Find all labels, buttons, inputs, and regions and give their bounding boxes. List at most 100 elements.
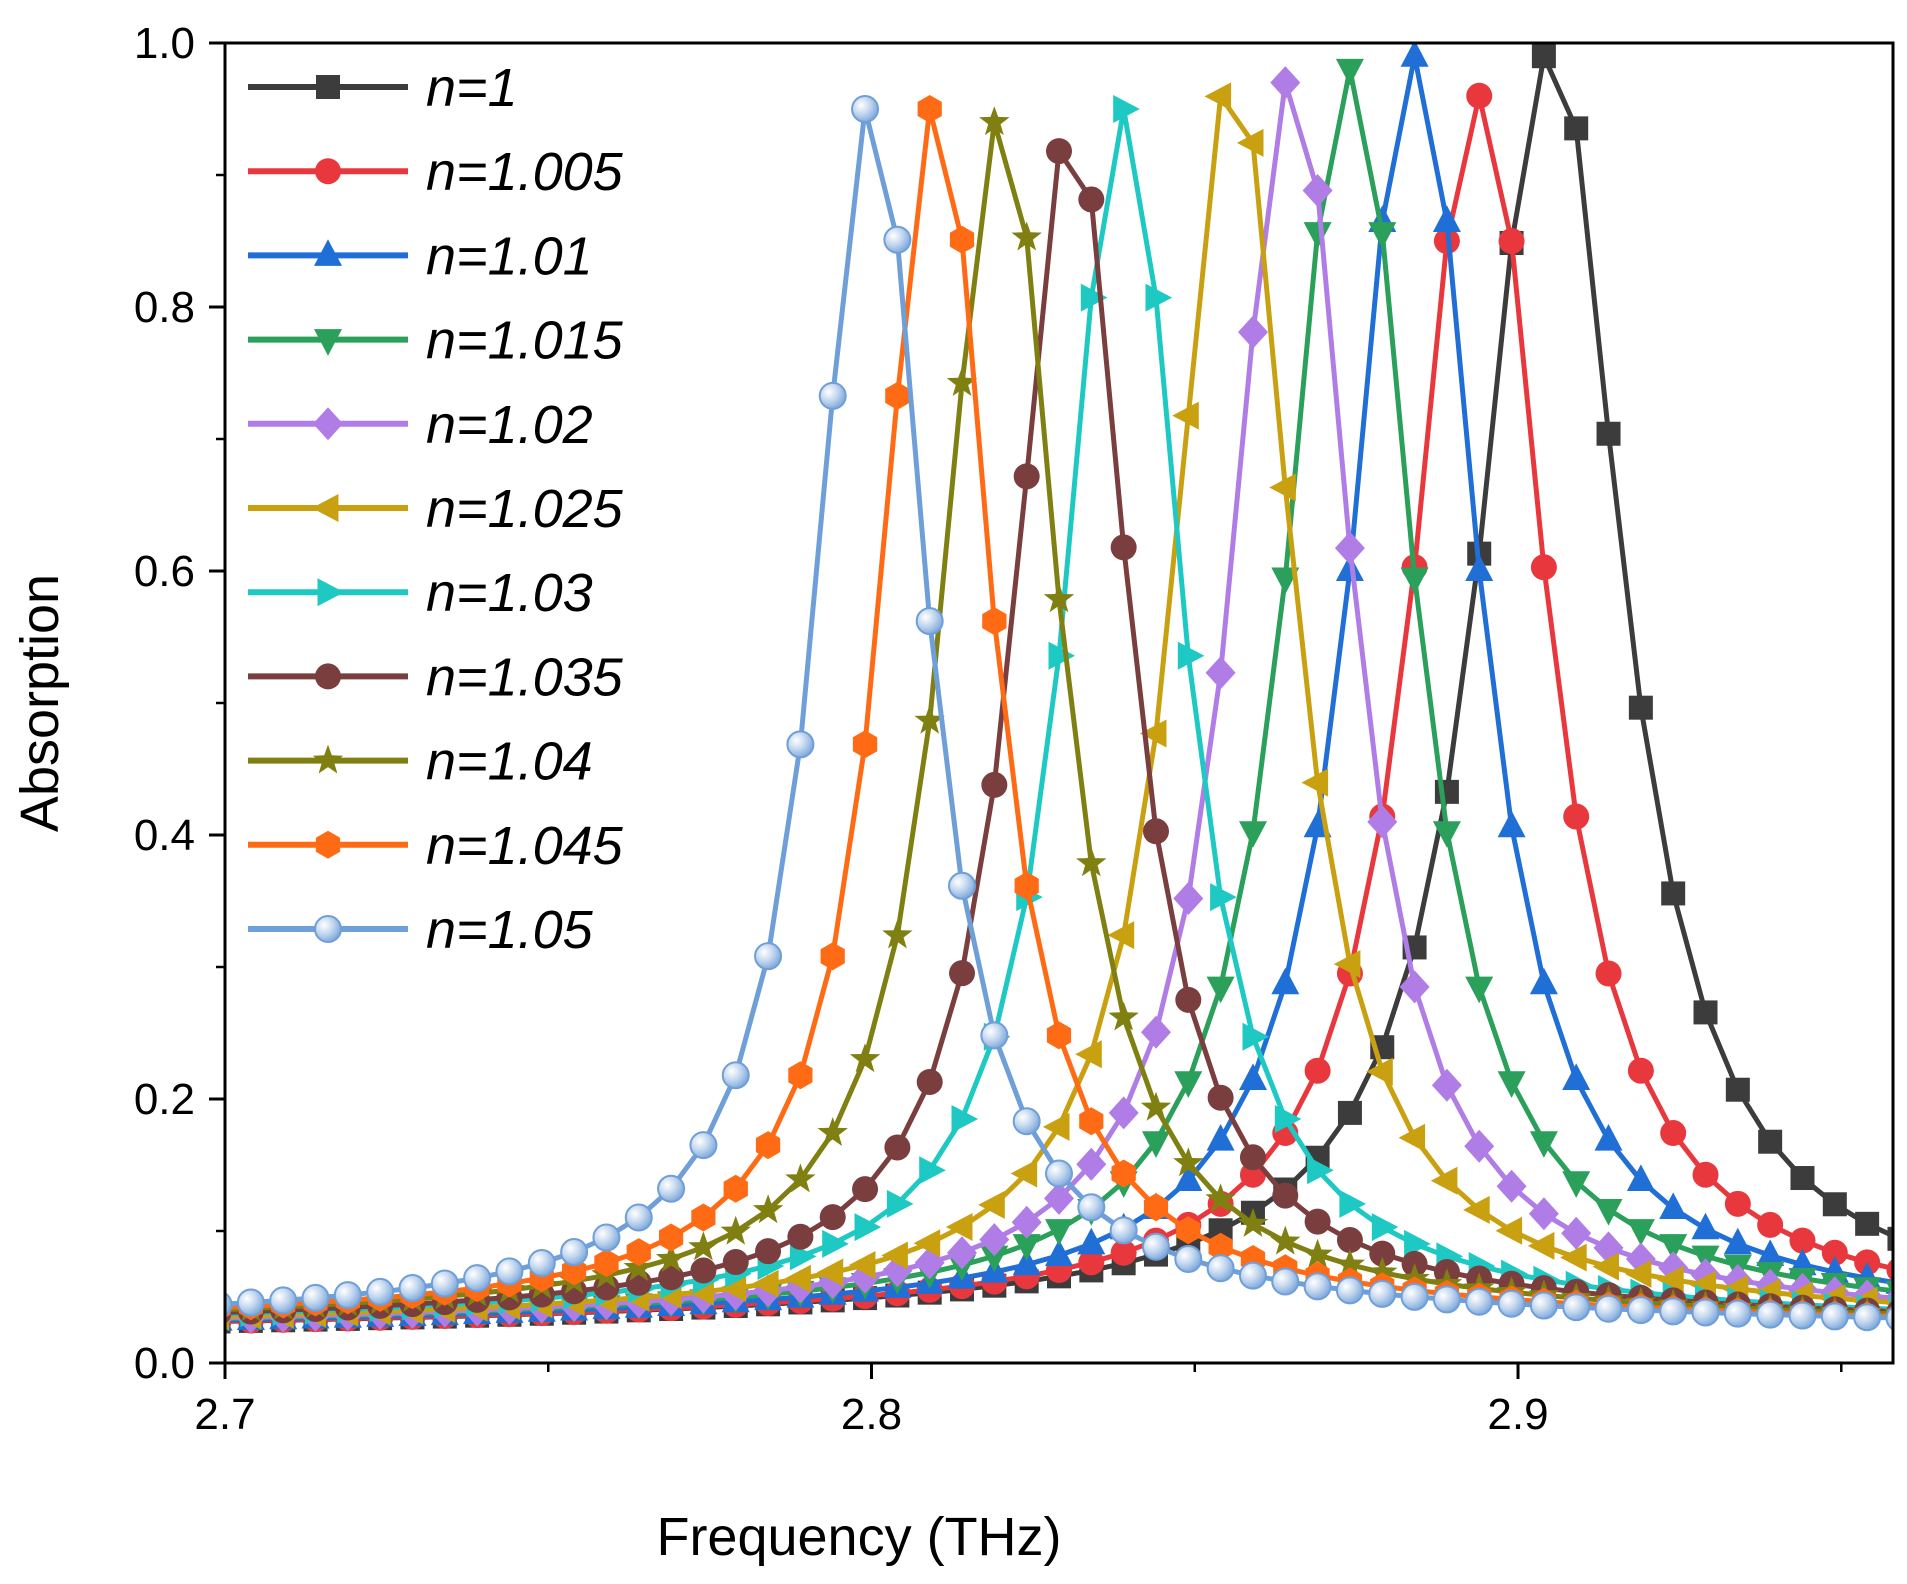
- data-point: [225, 1292, 233, 1317]
- data-point: [1822, 1192, 1847, 1217]
- legend-marker: [314, 915, 342, 943]
- data-point: [333, 1281, 362, 1310]
- data-point: [1307, 1156, 1334, 1185]
- data-point: [851, 95, 880, 123]
- data-point: [1142, 1131, 1170, 1158]
- data-point: [1659, 1234, 1688, 1261]
- data-point: [1046, 1021, 1072, 1050]
- data-point: [1626, 1164, 1655, 1191]
- data-point: [1077, 1227, 1106, 1255]
- data-point: [1205, 656, 1236, 690]
- data-point: [1046, 138, 1072, 165]
- data-point: [1048, 641, 1076, 670]
- y-tick-label: 0.2: [134, 1075, 195, 1124]
- data-point: [691, 1203, 716, 1232]
- data-point: [1367, 805, 1398, 839]
- data-point: [1010, 1159, 1038, 1188]
- legend-label: n=1.005: [426, 142, 624, 202]
- data-point: [917, 95, 942, 123]
- data-point: [1076, 1147, 1107, 1181]
- data-point: [1110, 1239, 1137, 1266]
- data-point: [1594, 1294, 1623, 1323]
- y-tick-label: 0.4: [134, 811, 195, 860]
- data-point: [1592, 1252, 1619, 1281]
- data-point: [560, 1238, 589, 1267]
- data-point: [1303, 222, 1332, 249]
- data-point: [1237, 1208, 1269, 1237]
- x-tick-label: 2.8: [841, 1390, 902, 1439]
- data-point: [1043, 583, 1075, 613]
- data-point: [1756, 1300, 1785, 1329]
- data-point: [1304, 1057, 1331, 1084]
- data-point: [1337, 1100, 1362, 1125]
- data-point: [1145, 283, 1173, 312]
- legend-marker: [313, 407, 343, 441]
- data-point: [655, 1243, 687, 1272]
- data-point: [1302, 1238, 1333, 1268]
- data-point: [1659, 1192, 1688, 1219]
- legend-entry: n=1.02: [248, 395, 593, 455]
- data-point: [1531, 44, 1556, 69]
- data-point: [852, 1176, 879, 1203]
- data-point: [659, 1223, 684, 1252]
- data-point: [1042, 1112, 1070, 1141]
- data-point: [1595, 960, 1622, 987]
- data-series-layer: [225, 43, 1893, 1335]
- data-point: [1691, 1298, 1720, 1327]
- data-point: [1173, 882, 1204, 915]
- data-point: [463, 1264, 492, 1293]
- data-point: [1045, 1159, 1073, 1188]
- data-point: [1304, 1208, 1331, 1235]
- data-point: [884, 1134, 911, 1161]
- data-point: [1177, 641, 1205, 670]
- data-point: [1336, 1227, 1363, 1254]
- data-point: [981, 771, 1008, 798]
- data-point: [1659, 1297, 1688, 1326]
- data-point: [1691, 1212, 1720, 1240]
- legend-label: n=1: [426, 58, 518, 118]
- data-point: [1660, 1120, 1687, 1147]
- legend-label: n=1.045: [426, 816, 624, 876]
- data-point: [236, 1288, 265, 1317]
- data-point: [1080, 283, 1108, 312]
- data-point: [592, 1223, 621, 1252]
- data-point: [1108, 1096, 1139, 1130]
- y-tick-label: 0.6: [134, 547, 195, 596]
- legend-marker: [312, 744, 344, 774]
- data-point: [1242, 1022, 1270, 1051]
- data-point: [1238, 1261, 1267, 1290]
- data-point: [1011, 221, 1042, 251]
- series-n=1.05: [225, 95, 1893, 1332]
- data-point: [1820, 1302, 1849, 1331]
- data-point: [1301, 768, 1329, 797]
- data-point: [1789, 1227, 1816, 1254]
- data-point: [1269, 473, 1296, 502]
- data-point: [1465, 976, 1494, 1004]
- data-point: [1432, 1285, 1461, 1314]
- data-point: [1497, 1071, 1526, 1098]
- data-point: [1368, 222, 1397, 249]
- data-point: [882, 919, 913, 949]
- legend-label: n=1.015: [426, 311, 624, 371]
- data-point: [689, 1131, 718, 1160]
- data-point: [1367, 1256, 1398, 1286]
- data-point: [1142, 818, 1169, 845]
- legend-entry: n=1.045: [248, 816, 624, 876]
- y-tick-label: 0.8: [134, 283, 195, 332]
- data-point: [1529, 1291, 1558, 1320]
- data-point: [982, 607, 1007, 636]
- legend-marker: [314, 329, 342, 356]
- data-point: [1596, 421, 1621, 446]
- data-point: [752, 1269, 779, 1298]
- data-point: [948, 871, 977, 900]
- legend-marker: [317, 578, 345, 607]
- data-point: [1430, 1166, 1458, 1195]
- data-point: [623, 1252, 654, 1281]
- data-point: [1498, 228, 1525, 255]
- data-point: [1432, 205, 1461, 232]
- legend-entry: n=1.03: [248, 563, 593, 623]
- data-point: [949, 960, 976, 987]
- data-point: [1140, 1091, 1172, 1121]
- data-point: [1465, 1287, 1494, 1316]
- data-point: [1012, 1234, 1041, 1261]
